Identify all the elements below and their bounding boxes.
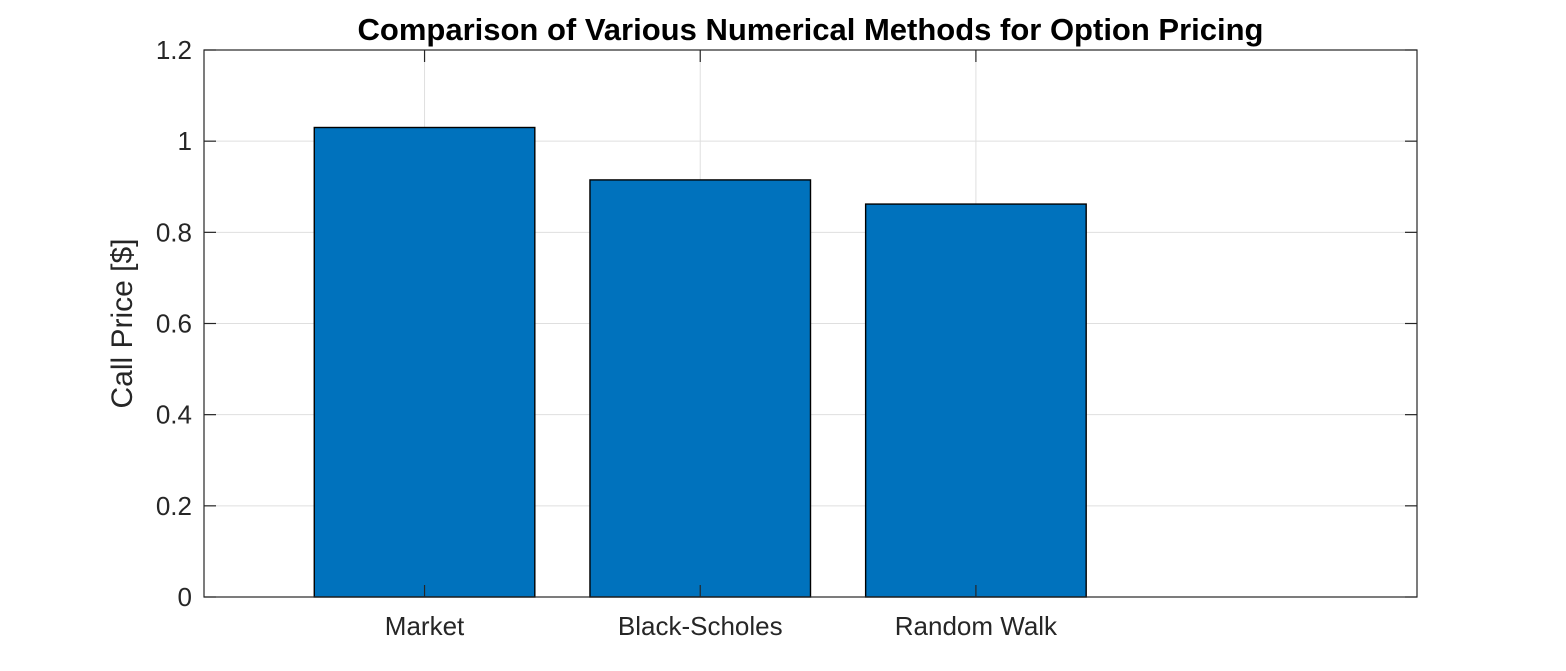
y-tick-label: 0.4 [156,400,192,430]
bar-random-walk [864,203,1087,598]
y-tick-label: 1.2 [156,35,192,65]
tick-marks [204,49,1417,598]
x-tick-labels: Market Black-Scholes Random Walk [385,611,1058,641]
bars [313,126,1087,598]
y-tick-label: 0.8 [156,217,192,247]
y-tick-label: 1 [178,126,192,156]
y-tick-label: 0.2 [156,491,192,521]
x-tick-label: Random Walk [895,611,1058,641]
bar-market [313,126,536,598]
y-axis-label: Call Price [$] [106,238,139,408]
bar-black-scholes [589,179,812,598]
y-tick-label: 0 [178,582,192,612]
x-tick-label: Black-Scholes [618,611,783,641]
y-tick-label: 0.6 [156,309,192,339]
chart-title: Comparison of Various Numerical Methods … [358,12,1264,47]
y-tick-labels: 0 0.2 0.4 0.6 0.8 1 1.2 [156,35,192,612]
x-tick-label: Market [385,611,465,641]
